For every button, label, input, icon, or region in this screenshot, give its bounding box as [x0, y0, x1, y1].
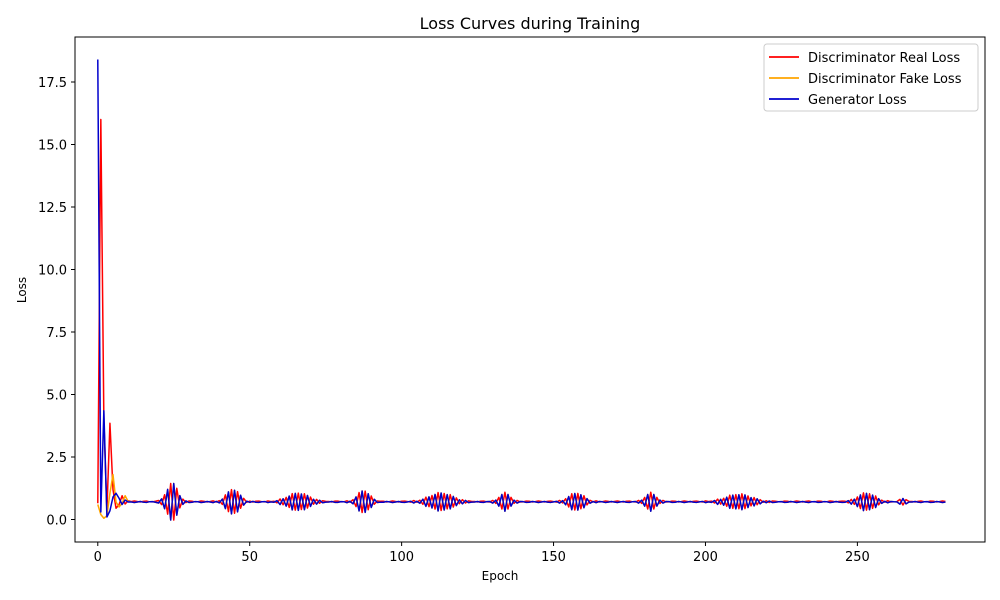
series-line-generator-loss: [97, 59, 946, 521]
plot-frame: [74, 36, 986, 543]
x-tick-label: 150: [541, 550, 566, 565]
x-axis-label: Epoch: [482, 569, 519, 583]
y-tick-label: 17.5: [38, 76, 67, 91]
x-axis: 0 50 100 150 200 250: [94, 542, 870, 565]
y-tick-label: 0.0: [46, 514, 67, 529]
x-tick-label: 0: [94, 550, 102, 565]
legend-label: Discriminator Real Loss: [808, 51, 960, 66]
y-tick-label: 2.5: [46, 451, 67, 466]
legend-label: Discriminator Fake Loss: [808, 72, 962, 87]
legend: Discriminator Real Loss Discriminator Fak…: [763, 43, 979, 112]
x-tick-label: 250: [845, 550, 870, 565]
y-tick-label: 12.5: [38, 201, 67, 216]
x-tick-label: 50: [241, 550, 258, 565]
legend-label: Generator Loss: [808, 93, 907, 108]
y-axis: 0.0 2.5 5.0 7.5 10.0 12.5 15.0 17.5: [38, 76, 75, 529]
y-tick-label: 10.0: [38, 264, 67, 279]
x-tick-label: 200: [693, 550, 718, 565]
legend-box: [763, 43, 979, 112]
chart-title: Loss Curves during Training: [420, 14, 641, 33]
y-tick-label: 15.0: [38, 139, 67, 154]
x-tick-label: 100: [389, 550, 414, 565]
series-line-discriminator-real-loss: [97, 118, 946, 521]
y-axis-label: Loss: [15, 277, 29, 303]
y-tick-label: 7.5: [46, 326, 67, 341]
y-tick-label: 5.0: [46, 389, 67, 404]
plot-lines: [97, 59, 946, 521]
